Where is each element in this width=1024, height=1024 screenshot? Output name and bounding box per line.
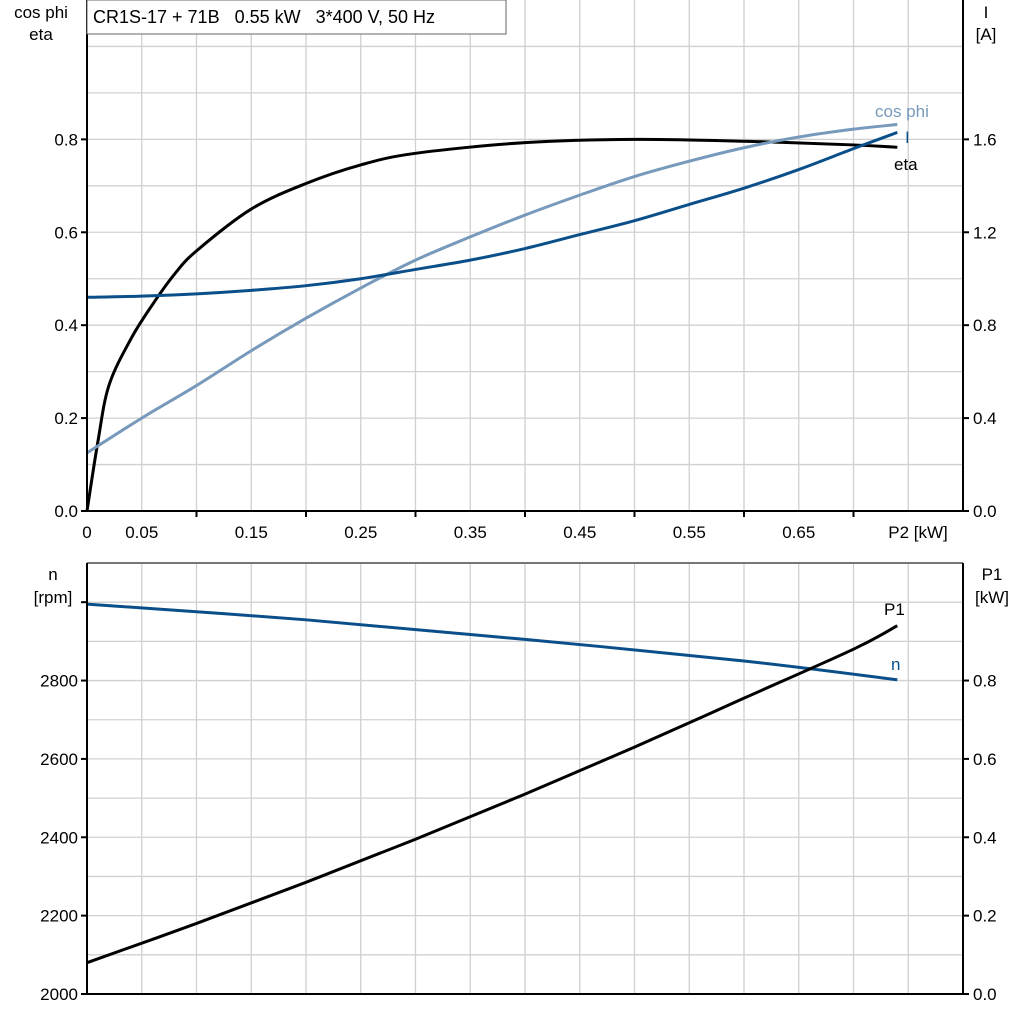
x-tick-label: 0.25 [344,523,377,542]
y-left-tick-label: 0.8 [54,130,78,149]
top-left-ylabel-2: eta [29,25,53,44]
top-left-ylabel-1: cos phi [14,3,68,22]
top-grid [87,0,963,511]
series-n-line [86,602,898,682]
series-p1-line [86,624,899,965]
label-I: I [905,128,910,147]
label-eta: eta [894,155,918,174]
y-right-tick-label: 0.8 [973,672,997,691]
bottom-left-ylabel-2: [rpm] [34,588,73,607]
x-tick-label: 0.15 [235,523,268,542]
chart-title: CR1S-17 + 71B 0.55 kW 3*400 V, 50 Hz [93,7,435,27]
y-right-tick-label: 0.0 [973,502,997,521]
bottom-right-ylabel-1: P1 [982,565,1003,584]
x-tick-label: 0.55 [673,523,706,542]
bottom-grid [87,562,963,994]
x-axis-label: P2 [kW] [888,523,948,542]
y-left-tick-label: 0.2 [54,409,78,428]
label-cos-phi: cos phi [875,102,929,121]
y-right-tick-label: 0.8 [973,316,997,335]
series-lines [85,123,899,965]
y-left-tick-label: 0.0 [54,502,78,521]
x-tick-label: 0.65 [782,523,815,542]
bottom-right-ylabel-2: [kW] [975,588,1009,607]
y-left-tick-label: 0.4 [54,316,78,335]
x-tick-label: 0 [82,523,91,542]
series-i-line [86,130,898,299]
y-right-tick-label: 0.4 [973,409,997,428]
y-right-tick-label: 0.6 [973,750,997,769]
y-right-tick-label: 1.6 [973,130,997,149]
x-tick-label: 0.05 [125,523,158,542]
label-P1: P1 [884,600,905,619]
y-right-tick-label: 0.4 [973,828,997,847]
series-eta-line [85,137,898,512]
y-right-tick-label: 0.0 [973,985,997,1004]
label-n: n [891,655,900,674]
y-left-tick-label: 0.6 [54,223,78,242]
title-box [86,0,507,35]
tick-labels: 0 0.05 0.15 0.25 0.35 0.45 0.55 0.65 0.0 0.2 0.4 0.… [40,0,997,1004]
y-left-tick-label: 2600 [40,750,78,769]
top-right-ylabel-2: [A] [976,25,997,44]
x-tick-label: 0.45 [563,523,596,542]
y-left-tick-label: 2400 [40,828,78,847]
y-left-tick-label: 2000 [40,985,78,1004]
top-right-ylabel-1: I [984,3,989,22]
bottom-left-ylabel-1: n [48,565,57,584]
y-left-tick-label: 2800 [40,672,78,691]
x-tick-label: 0.35 [454,523,487,542]
y-left-tick-label: 2200 [40,907,78,926]
y-right-tick-label: 0.2 [973,907,997,926]
series-cos-phi-line [86,123,898,455]
y-right-tick-label: 1.2 [973,223,997,242]
